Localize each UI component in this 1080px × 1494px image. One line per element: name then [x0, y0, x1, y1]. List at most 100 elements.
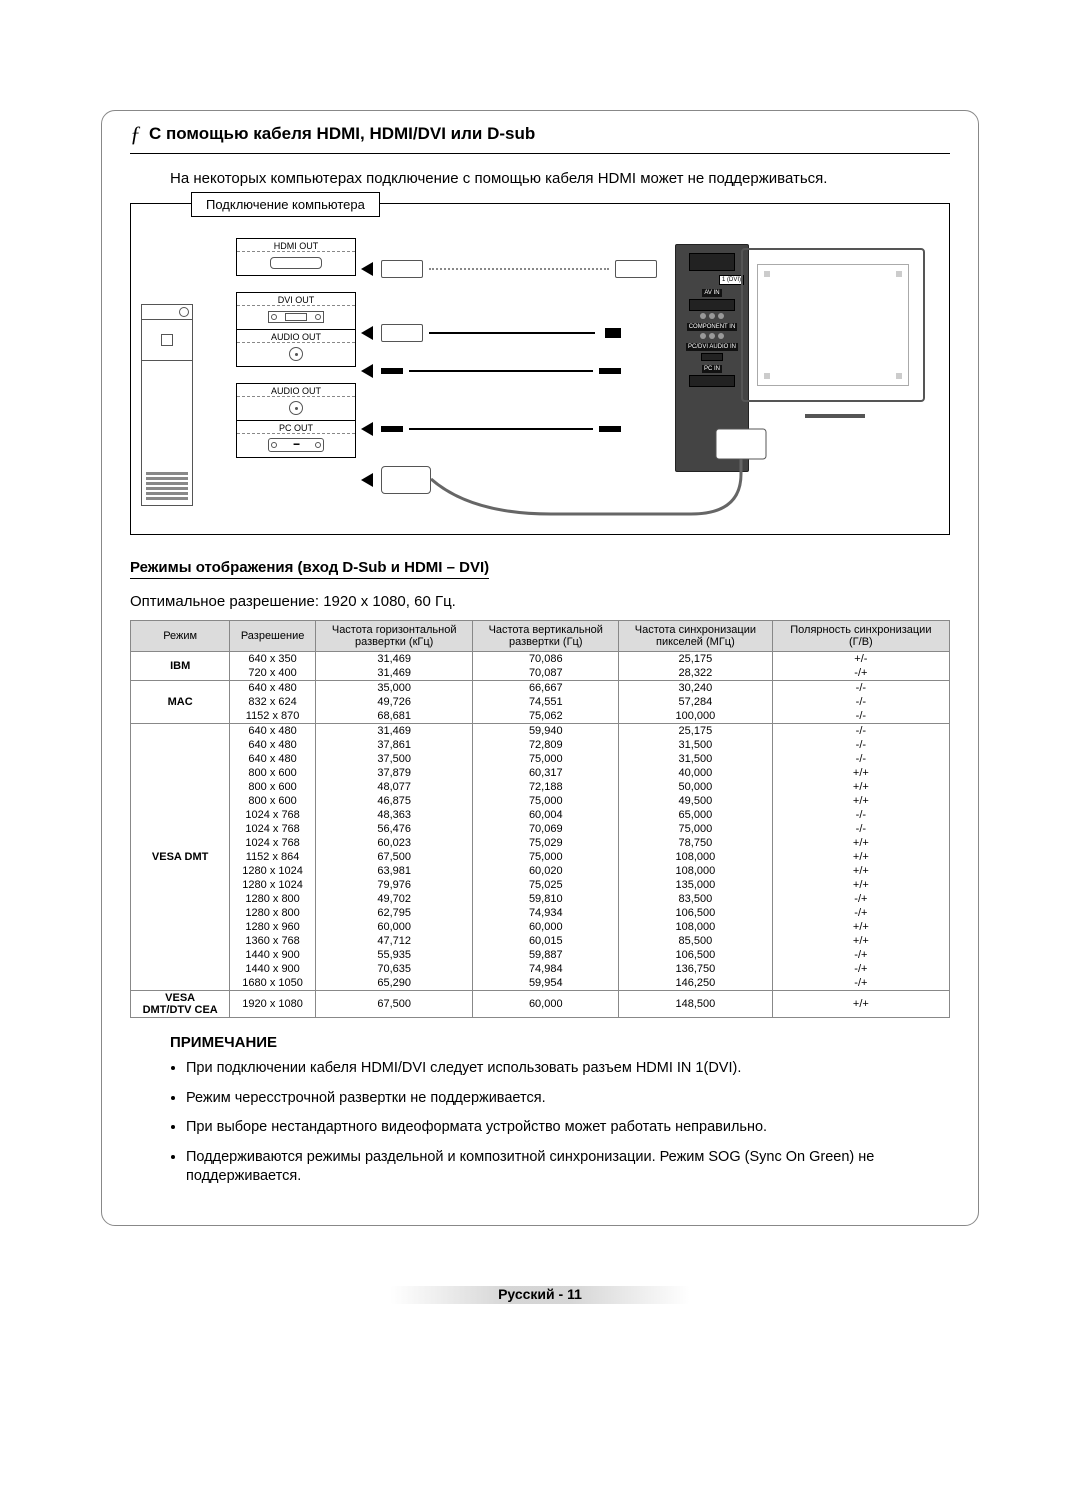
tv-screen-icon: [741, 248, 925, 402]
audio-jack-icon: [289, 347, 303, 361]
modes-subheading: Режимы отображения (вход D-Sub и HDMI – …: [130, 559, 489, 579]
table-cell: 1280 x 1024: [230, 864, 316, 878]
table-cell: 1680 x 1050: [230, 976, 316, 991]
table-cell: -/-: [772, 709, 949, 724]
table-cell: 37,861: [315, 738, 473, 752]
pc-ports-column: HDMI OUT DVI OUT AUDIO OUT AUDIO OUT PC …: [236, 238, 356, 458]
vga-cable-row: [361, 466, 431, 494]
table-cell: -/-: [772, 752, 949, 766]
table-cell: 59,887: [473, 948, 619, 962]
tv-component-dots: [700, 333, 724, 339]
table-cell: 67,500: [315, 850, 473, 864]
table-cell: 1152 x 864: [230, 850, 316, 864]
table-cell: 48,363: [315, 808, 473, 822]
arrow-left-icon: [361, 326, 373, 340]
section-title: С помощью кабеля HDMI, HDMI/DVI или D-su…: [149, 124, 535, 144]
table-cell: 75,000: [473, 850, 619, 864]
table-cell: 1152 x 870: [230, 709, 316, 724]
vga-plug-icon: [381, 466, 431, 494]
hdmi-plug-icon-2: [615, 260, 657, 278]
table-row: 1024 x 76860,02375,02978,750+/+: [131, 836, 950, 850]
table-row: VESADMT/DTV CEA1920 x 108067,50060,00014…: [131, 991, 950, 1018]
table-cell: 60,000: [473, 991, 619, 1018]
table-cell: 31,500: [619, 738, 773, 752]
table-cell: +/+: [772, 920, 949, 934]
table-cell: 74,984: [473, 962, 619, 976]
table-row: 640 x 48037,86172,80931,500-/-: [131, 738, 950, 752]
pc-out-port: PC OUT ▪▪▪▪▪: [236, 421, 356, 458]
table-cell: 720 x 400: [230, 666, 316, 681]
audio-out-label-1: AUDIO OUT: [237, 332, 355, 342]
pc-tower-icon: [141, 304, 193, 506]
table-cell: 640 x 480: [230, 738, 316, 752]
table-cell: -/-: [772, 738, 949, 752]
table-cell: +/+: [772, 850, 949, 864]
hdmi-out-port: HDMI OUT: [236, 238, 356, 276]
table-cell: 49,500: [619, 794, 773, 808]
arrow-left-icon: [361, 422, 373, 436]
audio-jack-icon-2: [289, 401, 303, 415]
table-cell: 1280 x 800: [230, 892, 316, 906]
table-cell: 31,469: [315, 666, 473, 681]
hdmi-plug-icon: [381, 260, 423, 278]
table-cell: 60,023: [315, 836, 473, 850]
table-row: 1024 x 76856,47670,06975,000-/-: [131, 822, 950, 836]
table-cell: +/-: [772, 652, 949, 667]
connection-diagram: Подключение компьютера HDMI OUT DVI OUT …: [130, 203, 950, 535]
table-cell: 50,000: [619, 780, 773, 794]
table-col-header: Частота вертикальнойразвертки (Гц): [473, 621, 619, 652]
table-row: 1280 x 80049,70259,81083,500-/+: [131, 892, 950, 906]
table-cell: 70,087: [473, 666, 619, 681]
table-cell: 31,469: [315, 652, 473, 667]
table-cell: -/-: [772, 808, 949, 822]
audio-cable-row-2: [361, 422, 621, 436]
tv-pcdvi-label: PC/DVI AUDIO IN: [686, 343, 738, 351]
table-cell: 48,077: [315, 780, 473, 794]
table-cell: 75,000: [473, 752, 619, 766]
table-row: 640 x 48037,50075,00031,500-/-: [131, 752, 950, 766]
table-cell: 59,810: [473, 892, 619, 906]
table-cell: +/+: [772, 991, 949, 1018]
table-cell: -/+: [772, 962, 949, 976]
table-cell: -/+: [772, 666, 949, 681]
table-col-header: Разрешение: [230, 621, 316, 652]
arrow-left-icon: [361, 364, 373, 378]
table-cell: 25,175: [619, 652, 773, 667]
tv-component-label: COMPONENT IN: [687, 323, 738, 331]
table-col-header: Частота синхронизациипикселей (МГц): [619, 621, 773, 652]
table-cell: 70,635: [315, 962, 473, 976]
audio-cable-row-1: [361, 364, 621, 378]
hdmi-connector-icon: [270, 257, 322, 269]
table-cell: +/+: [772, 878, 949, 892]
tv-pcin-label: PC IN: [702, 365, 722, 373]
table-cell: 640 x 480: [230, 681, 316, 696]
table-cell: +/+: [772, 836, 949, 850]
table-cell: 55,935: [315, 948, 473, 962]
table-cell: +/+: [772, 864, 949, 878]
table-cell: -/+: [772, 892, 949, 906]
table-cell: 79,976: [315, 878, 473, 892]
table-cell: -/+: [772, 906, 949, 920]
mode-cell: MAC: [131, 681, 230, 724]
tv-unit: 1 (DVI) AV IN COMPONENT IN PC/DVI AUDIO …: [675, 248, 925, 448]
table-cell: 78,750: [619, 836, 773, 850]
table-row: 1680 x 105065,29059,954146,250-/+: [131, 976, 950, 991]
table-cell: 59,954: [473, 976, 619, 991]
table-cell: +/+: [772, 766, 949, 780]
page-frame: ƒ С помощью кабеля HDMI, HDMI/DVI или D-…: [101, 110, 979, 1226]
table-cell: 1440 x 900: [230, 962, 316, 976]
hdmi-cable-row: [361, 260, 657, 278]
table-cell: 800 x 600: [230, 766, 316, 780]
tv-port-generic: [689, 299, 735, 311]
note-item: При подключении кабеля HDMI/DVI следует …: [186, 1059, 950, 1079]
table-cell: 108,000: [619, 920, 773, 934]
tv-stand-icon: [805, 400, 865, 418]
audio-plug-icon: [381, 368, 403, 374]
table-cell: 108,000: [619, 864, 773, 878]
table-row: 1152 x 87068,68175,062100,000-/-: [131, 709, 950, 724]
table-cell: 65,000: [619, 808, 773, 822]
table-cell: 74,934: [473, 906, 619, 920]
table-cell: 75,029: [473, 836, 619, 850]
table-cell: +/+: [772, 934, 949, 948]
tv-port-hdmi: [689, 253, 735, 271]
